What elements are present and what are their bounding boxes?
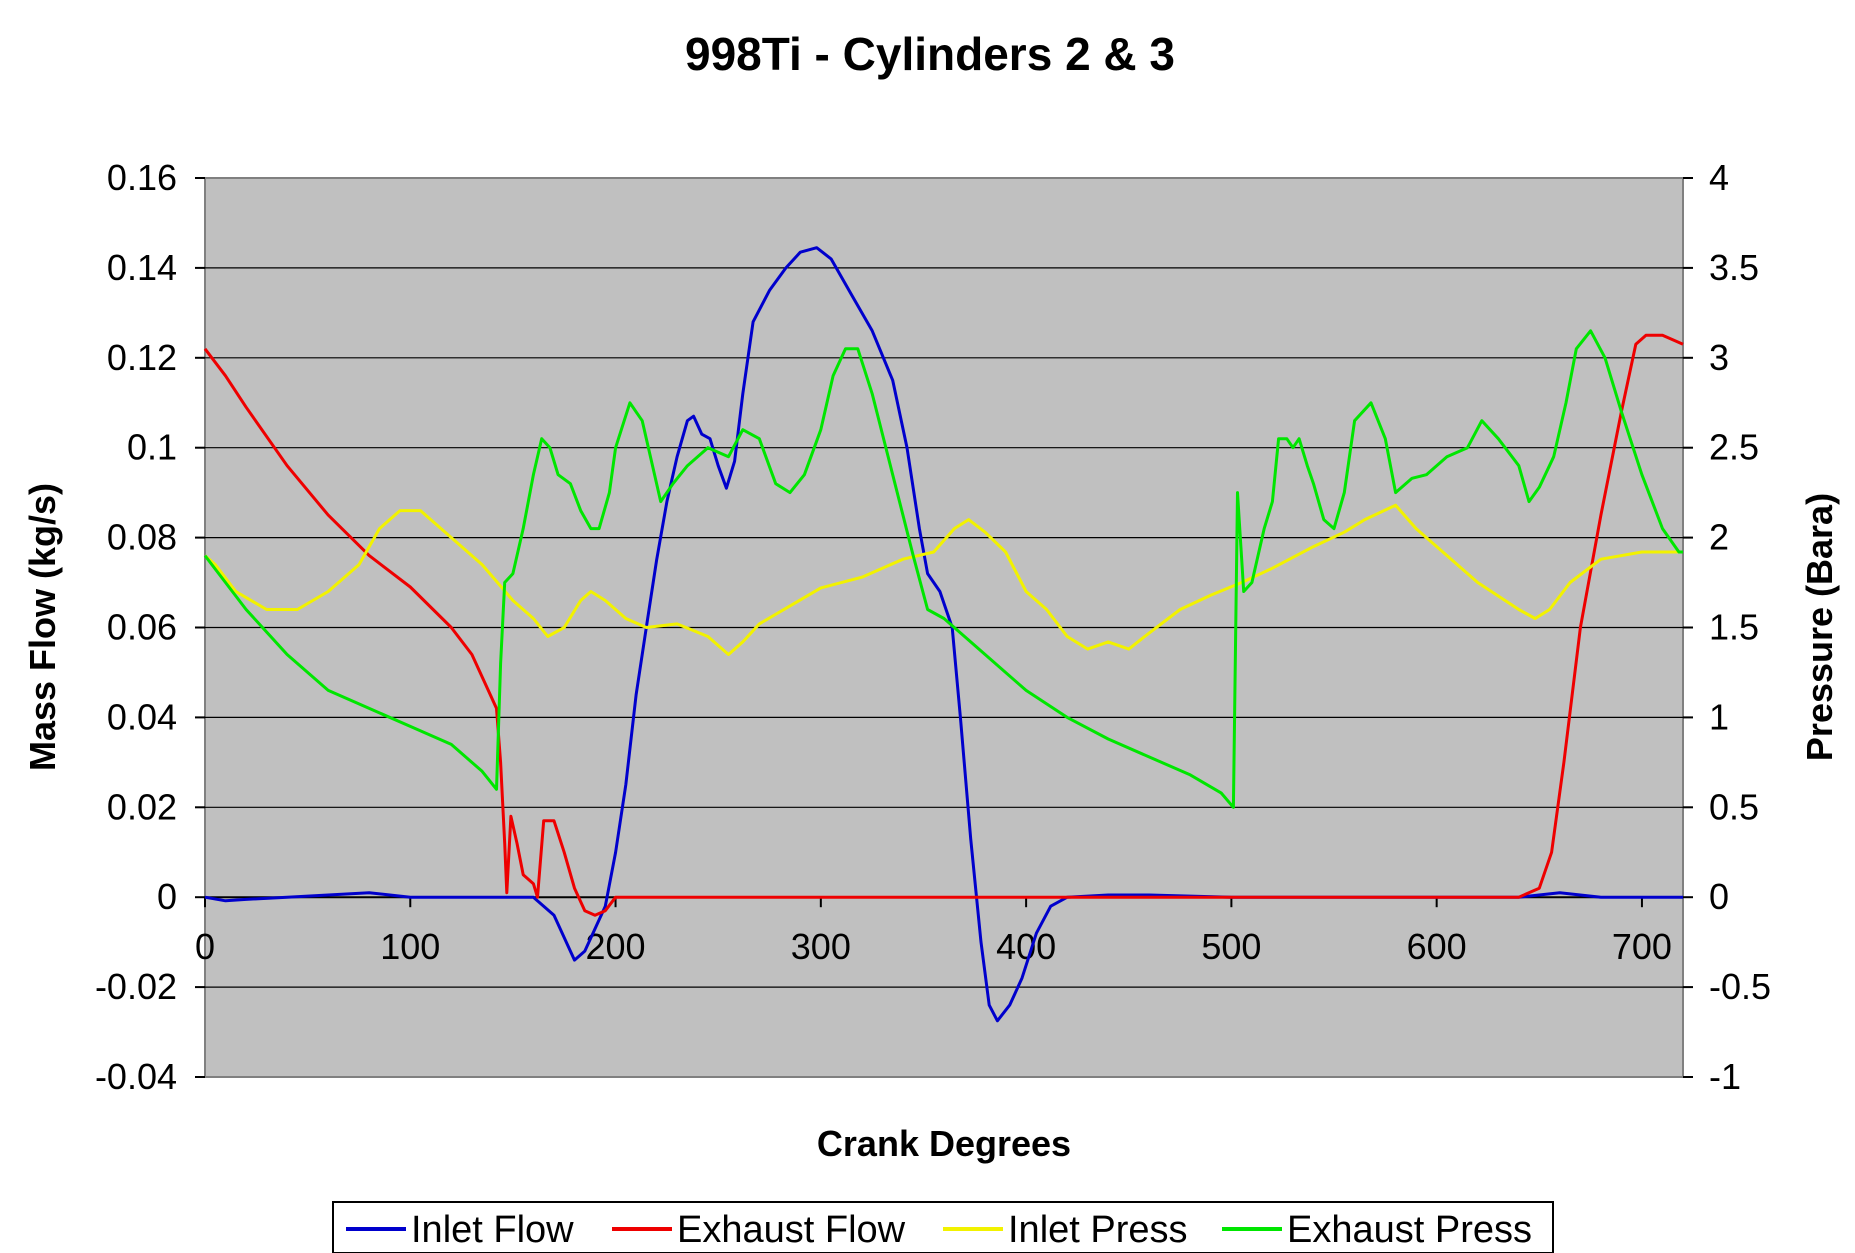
x-tick-label: 100 — [380, 926, 440, 967]
legend-label: Exhaust Press — [1287, 1209, 1532, 1251]
y-left-tick-label: 0.06 — [107, 607, 177, 648]
x-tick-label: 200 — [586, 926, 646, 967]
y-left-tick-label: -0.02 — [95, 966, 177, 1007]
y-left-tick-label: 0.1 — [127, 427, 177, 468]
y-left-tick-label: 0.08 — [107, 517, 177, 558]
series-layer — [203, 246, 1684, 1023]
y-left-tick-label: 0 — [157, 876, 177, 917]
y-right-axis-title: Pressure (Bara) — [1799, 493, 1840, 761]
right-axis: 4 3.5 3 2.5 2 1.5 1 0.5 0 -0.5 -1 — [1683, 157, 1771, 1097]
legend-label: Exhaust Flow — [677, 1209, 906, 1251]
x-axis-title: Crank Degrees — [817, 1123, 1071, 1164]
x-tick-label: 300 — [791, 926, 851, 967]
legend: Inlet Flow Exhaust Flow Inlet Press Exhaust… — [332, 1201, 1554, 1253]
y-right-tick-label: 4 — [1709, 157, 1729, 198]
y-right-tick-label: 2 — [1709, 517, 1729, 558]
y-right-tick-label: 0 — [1709, 876, 1729, 917]
y-left-tick-label: 0.14 — [107, 247, 177, 288]
legend-label: Inlet Flow — [411, 1209, 574, 1251]
y-right-tick-label: 2.5 — [1709, 427, 1759, 468]
x-tick-label: 400 — [996, 926, 1056, 967]
y-right-tick-label: -1 — [1709, 1056, 1741, 1097]
y-left-tick-label: 0.16 — [107, 157, 177, 198]
series-line-exhaust-press — [203, 329, 1683, 809]
y-right-tick-label: 3.5 — [1709, 247, 1759, 288]
y-right-tick-label: 1 — [1709, 696, 1729, 737]
y-right-tick-label: 1.5 — [1709, 607, 1759, 648]
gridlines — [205, 267, 1683, 988]
x-tick-label: 500 — [1201, 926, 1261, 967]
x-tick-label: 0 — [195, 926, 215, 967]
y-right-tick-label: -0.5 — [1709, 966, 1771, 1007]
chart-title: 998Ti - Cylinders 2 & 3 — [685, 28, 1175, 80]
y-left-tick-label: -0.04 — [95, 1056, 177, 1097]
y-left-axis-title: Mass Flow (kg/s) — [22, 483, 63, 771]
y-left-tick-label: 0.02 — [107, 786, 177, 827]
y-left-tick-label: 0.12 — [107, 337, 177, 378]
series-line-exhaust-flow — [203, 333, 1684, 917]
legend-label: Inlet Press — [1008, 1209, 1188, 1251]
y-right-tick-label: 0.5 — [1709, 786, 1759, 827]
series-line-inlet-press — [204, 503, 1683, 656]
y-right-tick-label: 3 — [1709, 337, 1729, 378]
legend-items: Inlet Flow Exhaust Flow Inlet Press Exhaust… — [346, 1209, 1532, 1251]
x-tick-label: 700 — [1612, 926, 1672, 967]
series-line-inlet-flow — [204, 246, 1683, 1023]
left-axis: 0.16 0.14 0.12 0.1 0.08 0.06 0.04 0.02 0 -0.02 -0.… — [95, 157, 205, 1097]
y-left-tick-label: 0.04 — [107, 696, 177, 737]
x-tick-label: 600 — [1407, 926, 1467, 967]
x-axis: 0 100 200 300 400 500 600 700 — [195, 896, 1683, 967]
